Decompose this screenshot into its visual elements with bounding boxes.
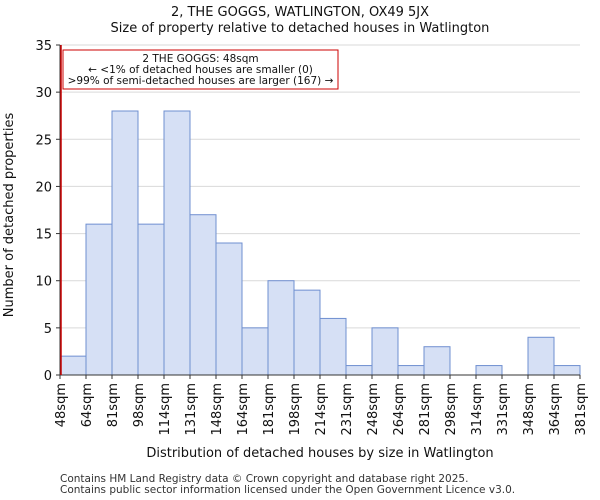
bar-131sqm xyxy=(189,214,217,376)
x-tick-label-198sqm: 198sqm xyxy=(288,383,303,436)
bar-98sqm xyxy=(137,223,165,376)
x-axis-label: Distribution of detached houses by size … xyxy=(146,446,493,461)
x-tick-label-214sqm: 214sqm xyxy=(314,383,329,436)
y-tick-label-0: 0 xyxy=(44,369,52,384)
bar-348sqm xyxy=(527,336,555,376)
bar-264sqm xyxy=(397,365,425,376)
x-tick-label-381sqm: 381sqm xyxy=(574,383,589,436)
bar-64sqm xyxy=(85,223,113,376)
bar-198sqm xyxy=(293,289,321,376)
x-tick-label-348sqm: 348sqm xyxy=(522,383,537,436)
y-tick-label-3: 15 xyxy=(35,228,52,243)
y-axis-label: Number of detached properties xyxy=(2,113,17,318)
x-tick-label-231sqm: 231sqm xyxy=(340,383,355,436)
x-tick-label-114sqm: 114sqm xyxy=(158,383,173,436)
chart-subtitle: Size of property relative to detached ho… xyxy=(111,21,490,36)
bar-181sqm xyxy=(267,280,295,376)
x-tick-label-364sqm: 364sqm xyxy=(548,383,563,436)
bar-314sqm xyxy=(475,365,503,376)
y-tick-label-1: 5 xyxy=(44,322,52,337)
bar-214sqm xyxy=(319,317,347,376)
bar-81sqm xyxy=(111,110,139,376)
bar-164sqm xyxy=(241,327,269,376)
x-tick-labels: 48sqm 64sqm 81sqm 98sqm 114sqm 131sqm 148sqm 16… xyxy=(54,375,589,436)
x-tick-label-164sqm: 164sqm xyxy=(236,383,251,436)
y-tick-label-6: 30 xyxy=(35,86,52,101)
x-tick-label-148sqm: 148sqm xyxy=(210,383,225,436)
x-tick-label-248sqm: 248sqm xyxy=(366,383,381,436)
bar-114sqm xyxy=(163,110,191,376)
annotation-line-3: >99% of semi-detached houses are larger … xyxy=(68,75,334,87)
bar-148sqm xyxy=(215,242,243,376)
y-tick-label-7: 35 xyxy=(35,39,52,54)
x-tick-label-314sqm: 314sqm xyxy=(470,383,485,436)
bars xyxy=(59,110,581,376)
y-tick-label-4: 20 xyxy=(35,180,52,195)
annotation-line-2: ← <1% of detached houses are smaller (0) xyxy=(88,64,313,76)
y-tick-labels: 0 5 10 15 20 25 30 35 xyxy=(35,39,60,384)
x-tick-label-331sqm: 331sqm xyxy=(496,383,511,436)
y-tick-label-2: 10 xyxy=(35,275,52,290)
bar-231sqm xyxy=(345,365,373,376)
annotation-line-1: 2 THE GOGGS: 48sqm xyxy=(142,53,258,65)
x-tick-label-48sqm: 48sqm xyxy=(54,383,69,427)
footer-line-1: Contains HM Land Registry data © Crown c… xyxy=(60,473,469,485)
bar-364sqm xyxy=(553,365,581,376)
bar-48sqm xyxy=(59,355,87,376)
chart-title: 2, THE GOGGS, WATLINGTON, OX49 5JX xyxy=(171,5,429,20)
x-tick-label-281sqm: 281sqm xyxy=(418,383,433,436)
bar-281sqm xyxy=(423,346,451,376)
y-tick-label-5: 25 xyxy=(35,133,52,148)
x-tick-label-264sqm: 264sqm xyxy=(392,383,407,436)
annotation-box: 2 THE GOGGS: 48sqm ← <1% of detached hou… xyxy=(62,49,339,90)
x-tick-label-181sqm: 181sqm xyxy=(262,383,277,436)
x-tick-label-81sqm: 81sqm xyxy=(106,383,121,427)
footer-line-2: Contains public sector information licen… xyxy=(60,484,516,496)
x-tick-label-64sqm: 64sqm xyxy=(80,383,95,427)
x-tick-label-298sqm: 298sqm xyxy=(444,383,459,436)
bar-248sqm xyxy=(371,327,399,376)
x-tick-label-131sqm: 131sqm xyxy=(184,383,199,436)
x-tick-label-98sqm: 98sqm xyxy=(132,383,147,427)
